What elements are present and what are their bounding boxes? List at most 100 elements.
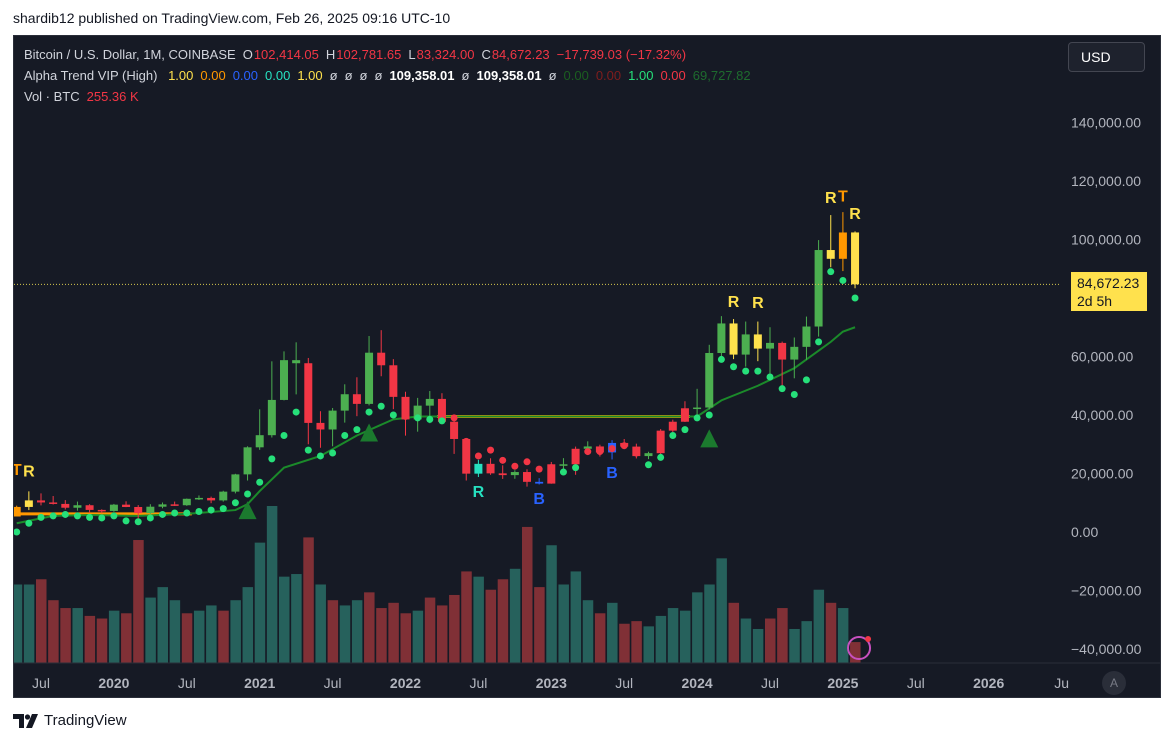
signal-dots xyxy=(14,268,859,536)
candle-body xyxy=(547,464,556,484)
price-tick-label: 140,000.00 xyxy=(1071,115,1141,131)
volume-bar xyxy=(60,608,71,663)
candle-body xyxy=(425,398,434,406)
candle-body xyxy=(559,464,568,466)
volume-bar xyxy=(412,610,424,663)
candle-body xyxy=(474,463,483,474)
signal-dot xyxy=(487,446,495,454)
legend-indicator-value: 0.00 xyxy=(265,68,291,83)
candle xyxy=(328,407,337,447)
candle xyxy=(316,411,325,448)
signal-dot xyxy=(389,411,397,419)
signal-dot xyxy=(256,478,264,486)
volume-bar xyxy=(84,615,96,663)
signal-dot xyxy=(353,426,361,434)
time-tick-label: Jul xyxy=(469,675,487,691)
signal-dot xyxy=(231,499,239,507)
signal-label: R xyxy=(23,463,35,480)
time-tick-label: 2021 xyxy=(244,675,275,691)
signal-dot xyxy=(110,512,118,520)
volume-bar xyxy=(850,642,861,663)
candlestick-chart[interactable]: TRRBBRRRTR140,000.00120,000.00100,000.00… xyxy=(14,36,1160,697)
legend-indicator-name: Alpha Trend VIP (High) xyxy=(24,68,158,83)
candle-body xyxy=(838,232,847,259)
volume-bar xyxy=(655,615,667,663)
legend-low-key: L xyxy=(408,47,416,62)
legend-indicator-value: ø xyxy=(329,68,338,83)
signal-dot xyxy=(681,426,689,434)
candle-body xyxy=(37,500,45,503)
candle-body xyxy=(680,408,689,422)
candle-body xyxy=(352,394,361,404)
signal-label: R xyxy=(849,206,861,223)
signal-dot xyxy=(377,402,385,410)
candle xyxy=(450,415,459,454)
candle xyxy=(814,240,823,337)
legend-indicator-value: ø xyxy=(344,68,353,83)
signal-dot xyxy=(584,448,592,456)
candle-body xyxy=(182,498,191,506)
signal-dot xyxy=(122,517,130,525)
volume-bar xyxy=(497,579,509,663)
candle xyxy=(365,336,374,406)
volume-bar xyxy=(145,597,156,663)
time-tick-label: 2022 xyxy=(390,675,421,691)
candle xyxy=(802,316,811,360)
candle-body xyxy=(717,323,726,353)
volume-bar xyxy=(181,613,193,663)
candle xyxy=(838,212,847,272)
auto-scale-button[interactable]: A xyxy=(1102,671,1126,695)
candle-body xyxy=(826,250,835,259)
candle-body xyxy=(377,352,386,366)
lightning-icon xyxy=(847,636,872,660)
volume-bar xyxy=(169,600,181,663)
signal-dot xyxy=(596,448,604,456)
signal-dot xyxy=(438,417,446,425)
candle xyxy=(510,470,519,479)
legend-indicator-value: 0.00 xyxy=(232,68,259,83)
candle-body xyxy=(401,396,410,420)
candle-body xyxy=(49,502,58,504)
candle xyxy=(280,351,288,401)
candle-body xyxy=(814,250,823,327)
volume-bar xyxy=(23,584,35,663)
legend-indicator-value: 0.00 xyxy=(595,68,622,83)
candle xyxy=(340,384,349,423)
price-tick-label: 120,000.00 xyxy=(1071,173,1141,189)
legend-high-key: H xyxy=(325,47,336,62)
candle xyxy=(14,505,21,517)
candle xyxy=(474,459,483,478)
signal-dot xyxy=(414,414,422,422)
volume-bar xyxy=(692,592,703,663)
candle xyxy=(85,504,94,513)
signal-dot xyxy=(195,508,203,516)
signal-dot xyxy=(14,528,21,536)
chart-background xyxy=(14,36,1160,697)
candle-body xyxy=(316,422,325,430)
candle xyxy=(97,509,106,514)
candle-body xyxy=(61,503,70,508)
candle xyxy=(182,498,191,506)
currency-button[interactable]: USD xyxy=(1068,42,1145,72)
signal-dot xyxy=(572,464,580,472)
signal-dot xyxy=(839,276,847,284)
legend-indicator-value: ø xyxy=(359,68,368,83)
candle-body xyxy=(109,504,118,511)
volume-bar xyxy=(631,621,642,663)
candle xyxy=(656,429,665,455)
legend-volume-name: Vol · BTC xyxy=(24,89,80,104)
legend-open-value: 102,414.05 xyxy=(253,47,319,62)
volume-bar xyxy=(339,605,351,663)
tradingview-logo: TradingView xyxy=(13,712,127,729)
signal-dot xyxy=(73,512,81,520)
signal-dot xyxy=(462,437,470,445)
price-tick-label: 20,000.00 xyxy=(1071,466,1133,482)
buy-triangle xyxy=(360,423,379,442)
signal-dot xyxy=(402,412,409,420)
candle-body xyxy=(753,334,762,349)
chart-panel[interactable]: TRRBBRRRTR140,000.00120,000.00100,000.00… xyxy=(13,35,1161,698)
signal-dot xyxy=(499,456,507,464)
volume-bar xyxy=(777,608,788,663)
signal-dot xyxy=(134,518,142,526)
candle xyxy=(158,502,167,509)
